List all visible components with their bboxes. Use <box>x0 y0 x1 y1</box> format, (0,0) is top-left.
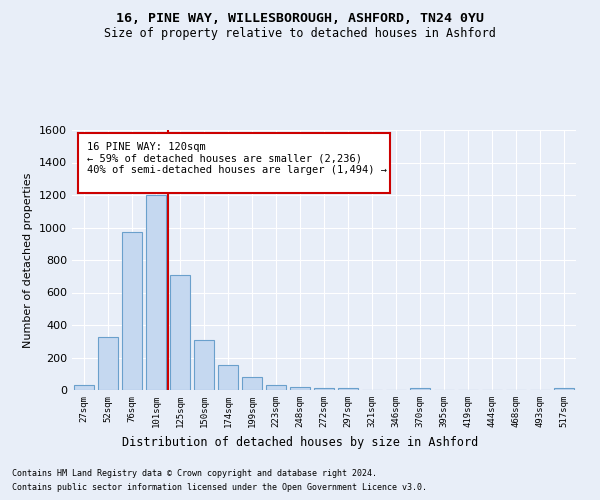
Bar <box>410 388 430 390</box>
Bar <box>218 365 238 390</box>
Bar <box>314 388 334 390</box>
Text: Distribution of detached houses by size in Ashford: Distribution of detached houses by size … <box>122 436 478 449</box>
Bar <box>170 276 190 390</box>
Bar <box>242 377 262 390</box>
Text: Size of property relative to detached houses in Ashford: Size of property relative to detached ho… <box>104 28 496 40</box>
Bar <box>74 385 94 390</box>
Bar <box>122 232 142 390</box>
Text: 16 PINE WAY: 120sqm
← 59% of detached houses are smaller (2,236)
40% of semi-det: 16 PINE WAY: 120sqm ← 59% of detached ho… <box>88 142 388 174</box>
Text: Contains public sector information licensed under the Open Government Licence v3: Contains public sector information licen… <box>12 484 427 492</box>
Bar <box>146 195 166 390</box>
Text: 16, PINE WAY, WILLESBOROUGH, ASHFORD, TN24 0YU: 16, PINE WAY, WILLESBOROUGH, ASHFORD, TN… <box>116 12 484 26</box>
Bar <box>338 388 358 390</box>
Bar <box>194 340 214 390</box>
Y-axis label: Number of detached properties: Number of detached properties <box>23 172 34 348</box>
Bar <box>290 387 310 390</box>
Bar <box>98 337 118 390</box>
Bar <box>554 388 574 390</box>
Text: Contains HM Land Registry data © Crown copyright and database right 2024.: Contains HM Land Registry data © Crown c… <box>12 468 377 477</box>
Bar <box>266 385 286 390</box>
